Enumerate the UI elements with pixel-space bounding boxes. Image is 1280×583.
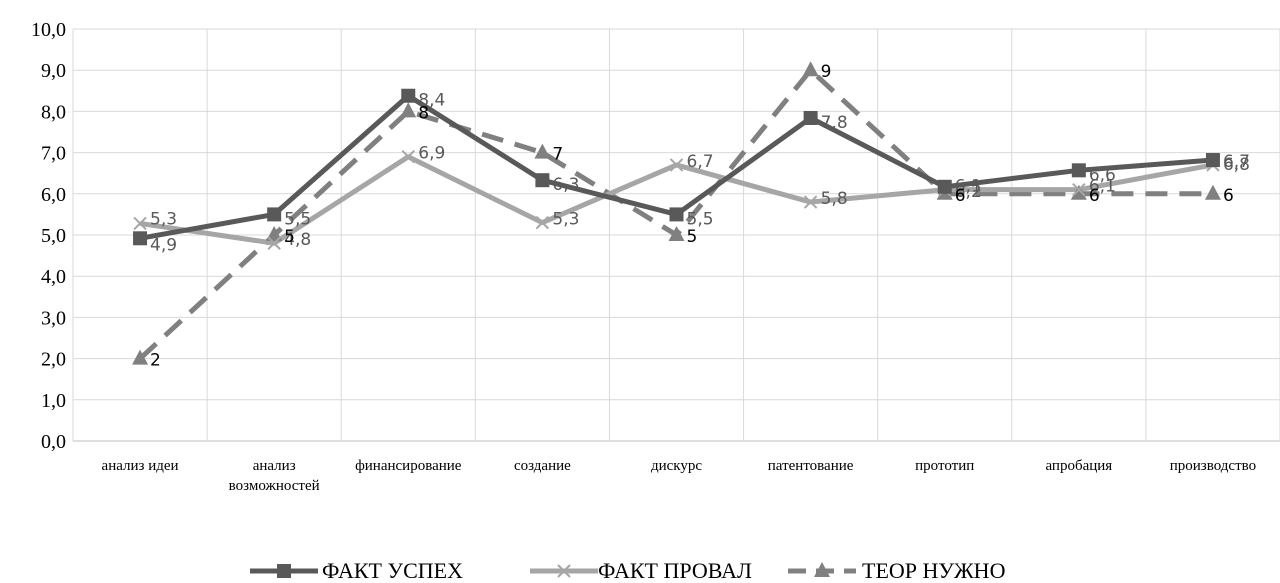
data-label: 4,8	[284, 230, 311, 250]
y-tick-label: 9,0	[41, 60, 66, 82]
data-label: 4,9	[150, 235, 177, 255]
data-point-1	[133, 216, 147, 231]
data-label: 6,8	[1223, 155, 1250, 175]
x-tick-label: дискурс	[651, 458, 702, 474]
data-label: 6,7	[1223, 152, 1250, 172]
y-tick-label: 5,0	[41, 225, 66, 247]
data-point-0	[133, 231, 148, 246]
data-label: 6,9	[418, 144, 445, 164]
data-point-2	[802, 61, 819, 77]
data-point-2	[266, 226, 283, 241]
data-point-1	[267, 236, 281, 250]
y-tick-label: 4,0	[41, 266, 66, 288]
data-point-1	[401, 150, 415, 164]
data-label: 7,8	[821, 113, 848, 133]
data-point-0	[267, 207, 282, 222]
data-point-1	[1072, 182, 1086, 197]
data-point-2	[400, 102, 417, 118]
legend: ФАКТ УСПЕХ ФАКТ ПРОВАЛ ТЕОР НУЖНО	[250, 558, 1005, 583]
data-point-0	[937, 179, 952, 194]
data-point-2	[1070, 184, 1087, 200]
legend-marker	[277, 564, 291, 578]
data-point-2	[1204, 184, 1221, 200]
y-axis: 0,0 1,0 2,0 3,0 4,0 5,0 6,0 7,0 8,0 9,0 10,0	[31, 19, 66, 453]
y-tick-label: 1,0	[41, 390, 66, 412]
x-tick-label: прототип	[915, 458, 974, 474]
data-point-0	[669, 207, 684, 222]
data-label: 5,8	[821, 189, 848, 209]
data-label: 5,5	[687, 209, 714, 229]
data-label: 6	[955, 186, 966, 206]
x-tick-label: анализ идеи	[102, 458, 179, 474]
legend-marker	[557, 564, 571, 578]
data-labels: 5,3 4,8 6,9 5,3 6,7 5,8 6,1 6,1 6,7 4,9 5,5 8,4 6,3 5…	[150, 62, 1250, 370]
data-point-0	[401, 88, 416, 103]
x-tick-label: апробация	[1045, 458, 1112, 474]
y-tick-label: 2,0	[41, 349, 66, 371]
x-axis: анализ идеи анализ возможностей финансирова…	[102, 458, 1257, 494]
x-tick-label: производство	[1170, 458, 1256, 474]
data-label: 5,3	[552, 210, 579, 230]
data-point-0	[1071, 163, 1086, 178]
data-label: 6	[1223, 186, 1234, 206]
data-point-0	[803, 110, 818, 125]
legend-label: ФАКТ ПРОВАЛ	[598, 558, 752, 583]
data-label: 6,3	[552, 175, 579, 195]
series-markers	[132, 61, 1221, 365]
data-label: 5,5	[284, 209, 311, 229]
data-label: 6	[1089, 186, 1100, 206]
x-tick-label: анализ возможностей	[229, 458, 320, 494]
data-label: 9	[821, 62, 832, 82]
data-label: 5,3	[150, 209, 177, 229]
y-tick-label: 8,0	[41, 101, 66, 123]
data-point-1	[535, 215, 550, 230]
data-label: 6,7	[687, 152, 714, 172]
legend-label: ФАКТ УСПЕХ	[322, 558, 463, 583]
x-tick-label: патентование	[768, 458, 854, 474]
data-label: 8	[418, 103, 429, 123]
data-label: 2	[150, 351, 161, 371]
data-point-2	[668, 226, 685, 241]
data-point-2	[534, 143, 551, 159]
data-label: 5	[687, 227, 698, 247]
data-label: 8,4	[418, 91, 445, 111]
y-tick-label: 3,0	[41, 307, 66, 329]
data-point-2	[132, 349, 149, 365]
data-label: 6,2	[955, 182, 982, 202]
data-label: 6,1	[1089, 177, 1116, 197]
y-tick-label: 7,0	[41, 143, 66, 165]
y-tick-label: 6,0	[41, 184, 66, 206]
data-label: 6,1	[955, 177, 982, 197]
x-tick-label: создание	[514, 458, 571, 474]
legend-label: ТЕОР НУЖНО	[862, 558, 1005, 583]
data-label: 7	[552, 145, 563, 165]
data-point-0	[535, 173, 550, 188]
y-tick-label: 10,0	[31, 19, 66, 41]
data-point-1	[803, 195, 818, 209]
y-tick-label: 0,0	[41, 431, 66, 453]
legend-marker	[814, 562, 830, 577]
data-label: 6,6	[1089, 165, 1116, 185]
data-point-1	[669, 158, 684, 172]
data-label: 5	[284, 227, 295, 247]
data-point-0	[1205, 153, 1220, 168]
x-tick-label: финансирование	[355, 458, 462, 474]
